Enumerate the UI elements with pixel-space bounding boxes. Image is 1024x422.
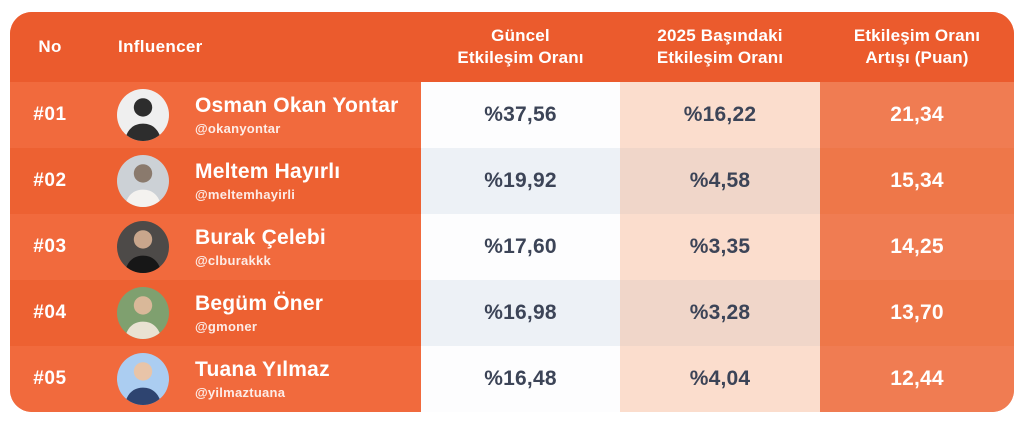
header-gain: Etkileşim Oranı Artışı (Puan) — [820, 12, 1014, 82]
influencer-handle: @okanyontar — [195, 120, 281, 136]
person-icon — [124, 362, 162, 405]
current-engagement-value: %16,98 — [421, 280, 620, 346]
header-current-line2: Etkileşim Oranı — [457, 48, 584, 67]
influencer-handle: @meltemhayirli — [195, 186, 296, 202]
influencer-table: No Influencer Güncel Etkileşim Oranı 202… — [10, 12, 1014, 412]
avatar — [117, 353, 169, 405]
influencer-name: Burak Çelebi — [195, 226, 326, 250]
start-engagement-value: %3,35 — [620, 214, 820, 280]
person-icon — [124, 230, 162, 273]
header-no: No — [38, 37, 62, 56]
avatar — [117, 155, 169, 207]
rank-badge: #03 — [33, 236, 67, 257]
person-icon — [124, 98, 162, 141]
header-start-line1: 2025 Başındaki — [657, 25, 783, 45]
gain-value: 12,44 — [820, 346, 1014, 412]
person-icon — [124, 296, 162, 339]
header-start-engagement: 2025 Başındaki Etkileşim Oranı — [620, 12, 820, 82]
influencer-handle: @gmoner — [195, 318, 258, 334]
table-row-influencer-3: #03 Burak Çelebi @clburakkk — [10, 214, 421, 280]
gain-value: 13,70 — [820, 280, 1014, 346]
header-current-engagement: Güncel Etkileşim Oranı — [421, 12, 620, 82]
rank-badge: #05 — [33, 368, 67, 389]
header-gain-line2: Artışı (Puan) — [865, 48, 969, 67]
influencer-handle: @clburakkk — [195, 252, 271, 268]
influencer-name: Meltem Hayırlı — [195, 160, 341, 184]
influencer-name: Begüm Öner — [195, 292, 324, 316]
table-row-influencer-2: #02 Meltem Hayırlı @meltemhayirli — [10, 148, 421, 214]
start-engagement-value: %4,04 — [620, 346, 820, 412]
influencer-name: Osman Okan Yontar — [195, 94, 399, 118]
influencer-handle: @yilmaztuana — [195, 384, 286, 400]
table-row-influencer-4: #04 Begüm Öner @gmoner — [10, 280, 421, 346]
start-engagement-value: %16,22 — [620, 82, 820, 148]
gain-value: 14,25 — [820, 214, 1014, 280]
table-row-influencer-1: #01 Osman Okan Yontar @okanyontar — [10, 82, 421, 148]
current-engagement-value: %19,92 — [421, 148, 620, 214]
table-row-influencer-5: #05 Tuana Yılmaz @yilmaztuana — [10, 346, 421, 412]
rank-badge: #01 — [33, 104, 67, 125]
current-engagement-value: %37,56 — [421, 82, 620, 148]
rank-badge: #02 — [33, 170, 67, 191]
avatar — [117, 89, 169, 141]
avatar — [117, 221, 169, 273]
rank-badge: #04 — [33, 302, 67, 323]
header-start-line2: Etkileşim Oranı — [656, 48, 784, 67]
start-engagement-value: %3,28 — [620, 280, 820, 346]
gain-value: 21,34 — [820, 82, 1014, 148]
current-engagement-value: %16,48 — [421, 346, 620, 412]
header-left: No Influencer — [10, 12, 421, 82]
header-current-line1: Güncel — [491, 25, 550, 45]
header-gain-line1: Etkileşim Oranı — [853, 25, 981, 45]
influencer-name: Tuana Yılmaz — [195, 358, 330, 382]
header-influencer: Influencer — [118, 37, 203, 56]
gain-value: 15,34 — [820, 148, 1014, 214]
avatar — [117, 287, 169, 339]
current-engagement-value: %17,60 — [421, 214, 620, 280]
start-engagement-value: %4,58 — [620, 148, 820, 214]
person-icon — [124, 164, 162, 207]
